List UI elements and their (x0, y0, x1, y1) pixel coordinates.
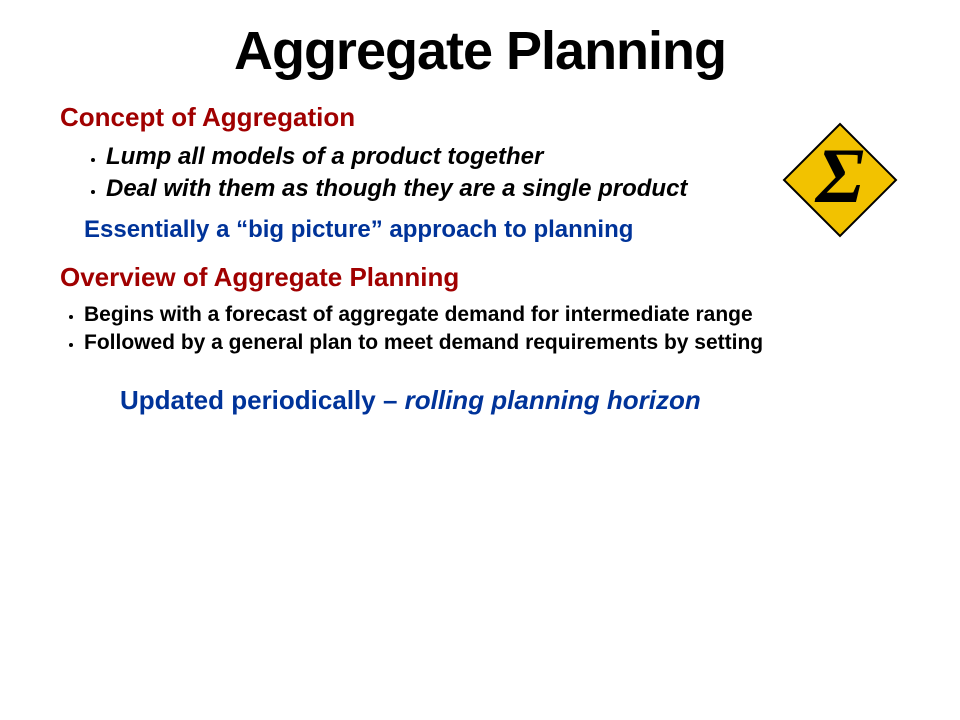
svg-text:Σ: Σ (814, 132, 864, 219)
section1-bullets: Lump all models of a product together De… (60, 141, 900, 206)
slide-title: Aggregate Planning (60, 20, 900, 82)
list-item: Begins with a forecast of aggregate dema… (84, 301, 900, 329)
list-item: Followed by a general plan to meet deman… (84, 329, 900, 357)
footer-prefix: Updated periodically – (120, 385, 405, 415)
section2-heading: Overview of Aggregate Planning (60, 262, 900, 293)
section1-heading: Concept of Aggregation (60, 102, 900, 133)
sigma-icon: Σ (780, 120, 900, 240)
footer-note: Updated periodically – rolling planning … (120, 385, 900, 416)
footer-italic: rolling planning horizon (405, 385, 701, 415)
section1-note: Essentially a “big picture” approach to … (84, 216, 900, 244)
section2-bullets: Begins with a forecast of aggregate dema… (60, 301, 900, 358)
slide-container: Σ Aggregate Planning Concept of Aggregat… (0, 0, 960, 446)
